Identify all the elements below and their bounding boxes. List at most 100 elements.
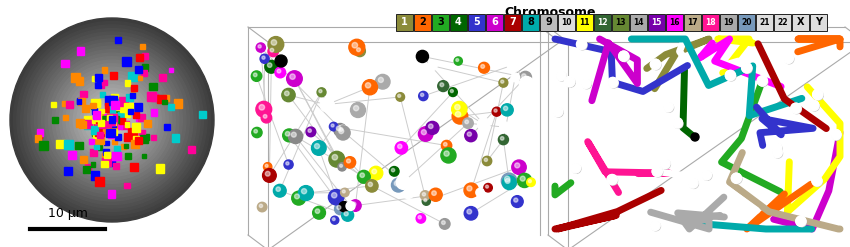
Circle shape: [809, 101, 819, 110]
Circle shape: [256, 101, 272, 117]
Circle shape: [73, 81, 150, 159]
Bar: [107, 114, 114, 121]
Bar: [76, 77, 83, 85]
Circle shape: [660, 159, 670, 168]
Bar: [76, 47, 84, 55]
Circle shape: [455, 104, 460, 110]
Circle shape: [467, 209, 472, 214]
Circle shape: [512, 196, 523, 207]
Bar: [112, 114, 118, 120]
Circle shape: [797, 218, 807, 227]
Bar: [738, 14, 755, 31]
Text: 1: 1: [401, 18, 408, 27]
Circle shape: [258, 45, 261, 48]
Circle shape: [290, 74, 295, 79]
Bar: [151, 109, 157, 116]
Bar: [107, 110, 112, 116]
Circle shape: [264, 115, 267, 118]
Circle shape: [357, 170, 371, 183]
Bar: [84, 120, 93, 128]
Circle shape: [265, 171, 270, 176]
Bar: [140, 70, 147, 76]
Circle shape: [399, 178, 404, 183]
Bar: [108, 116, 116, 124]
Text: 4: 4: [455, 18, 462, 27]
Text: Chromosome: Chromosome: [504, 6, 596, 19]
Bar: [90, 149, 97, 156]
Bar: [117, 99, 126, 107]
Circle shape: [660, 159, 670, 168]
Circle shape: [286, 162, 289, 165]
Bar: [125, 80, 130, 86]
Circle shape: [651, 222, 660, 231]
Bar: [122, 121, 129, 129]
Bar: [147, 92, 156, 101]
Circle shape: [105, 113, 119, 127]
Circle shape: [578, 41, 587, 50]
Bar: [774, 14, 791, 31]
Bar: [110, 121, 116, 127]
Circle shape: [701, 170, 711, 180]
Bar: [124, 183, 129, 188]
Text: 6: 6: [491, 18, 498, 27]
Circle shape: [389, 166, 399, 176]
Circle shape: [484, 158, 488, 162]
Circle shape: [441, 221, 445, 225]
Circle shape: [369, 166, 382, 180]
Circle shape: [268, 46, 279, 57]
Bar: [142, 64, 148, 71]
Circle shape: [428, 61, 437, 71]
Circle shape: [56, 64, 168, 176]
Circle shape: [109, 117, 116, 124]
Bar: [108, 116, 116, 124]
Circle shape: [405, 189, 409, 193]
Circle shape: [507, 58, 521, 72]
Bar: [102, 158, 111, 166]
Circle shape: [725, 70, 735, 81]
Circle shape: [360, 173, 365, 177]
Circle shape: [394, 181, 400, 186]
Circle shape: [499, 78, 507, 87]
Circle shape: [475, 56, 487, 67]
Bar: [107, 120, 113, 126]
Circle shape: [398, 144, 402, 148]
Circle shape: [282, 88, 295, 102]
Bar: [630, 14, 647, 31]
Circle shape: [346, 202, 355, 210]
Bar: [98, 145, 102, 149]
Circle shape: [482, 156, 492, 166]
Bar: [139, 130, 145, 137]
Circle shape: [527, 178, 536, 186]
Circle shape: [456, 59, 459, 62]
Circle shape: [500, 122, 510, 133]
Bar: [99, 109, 104, 113]
Circle shape: [253, 73, 257, 77]
Circle shape: [674, 119, 683, 128]
Text: 11: 11: [579, 18, 590, 27]
Circle shape: [465, 130, 477, 142]
Circle shape: [330, 122, 338, 131]
Circle shape: [465, 120, 468, 124]
Bar: [109, 117, 113, 121]
Circle shape: [703, 171, 711, 180]
Bar: [105, 141, 109, 145]
Bar: [109, 160, 116, 166]
Circle shape: [689, 179, 699, 188]
Circle shape: [663, 102, 673, 112]
Circle shape: [650, 59, 660, 69]
Bar: [105, 152, 110, 158]
Circle shape: [52, 60, 172, 180]
Bar: [92, 108, 98, 114]
Bar: [132, 123, 140, 132]
Circle shape: [501, 137, 504, 140]
Circle shape: [502, 176, 516, 190]
Circle shape: [306, 127, 315, 137]
Circle shape: [812, 176, 822, 186]
Bar: [132, 133, 136, 137]
Circle shape: [366, 83, 371, 88]
Bar: [162, 100, 167, 104]
Circle shape: [519, 77, 534, 91]
Circle shape: [485, 185, 489, 188]
Circle shape: [292, 191, 306, 205]
Circle shape: [478, 190, 480, 193]
